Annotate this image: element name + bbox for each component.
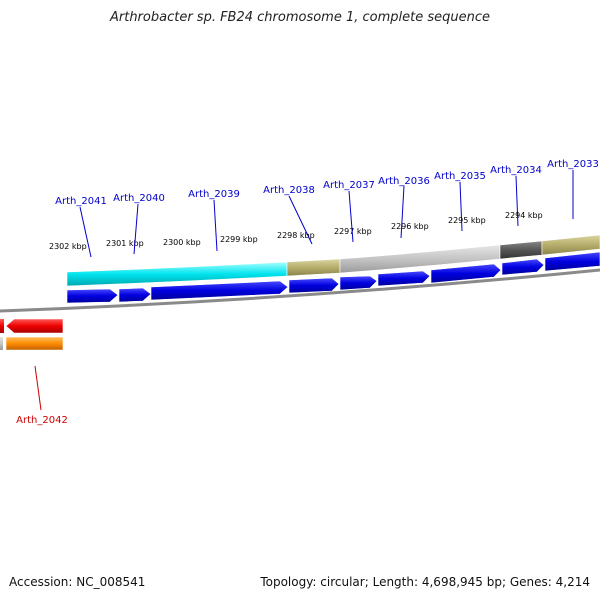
gene-partial-left[interactable] — [0, 319, 4, 333]
scale-label: 2300 kbp — [163, 238, 201, 247]
forward-gene-labels: Arth_2041 Arth_2040 Arth_2039 Arth_2038 … — [55, 159, 599, 207]
cog-segment-olive-2 — [541, 234, 600, 256]
gene-arth-2039[interactable] — [150, 280, 289, 301]
scale-label: 2297 kbp — [334, 227, 372, 236]
gene-arth-2040[interactable] — [118, 287, 152, 303]
cog-segment-olive — [286, 258, 341, 277]
gene-label-arth-2040[interactable]: Arth_2040 — [113, 193, 165, 204]
gene-label-arth-2034[interactable]: Arth_2034 — [490, 165, 542, 176]
scale-label: 2302 kbp — [49, 242, 87, 251]
gene-label-arth-2039[interactable]: Arth_2039 — [188, 189, 240, 200]
scale-label: 2301 kbp — [106, 239, 144, 248]
gene-arth-2035[interactable] — [430, 263, 502, 284]
gene-label-leader-reverse — [34, 365, 42, 411]
gene-arth-2036[interactable] — [377, 270, 431, 287]
gene-arth-2037[interactable] — [339, 275, 378, 291]
cog-segment-dark — [499, 240, 543, 260]
cog-reverse-gray-partial — [0, 337, 3, 350]
cog-reverse-orange — [5, 336, 64, 351]
gene-label-arth-2033[interactable]: Arth_2033 — [547, 159, 599, 170]
accession-info: Accession: NC_008541 — [9, 575, 145, 589]
scale-label: 2296 kbp — [391, 222, 429, 231]
scale-labels: 2302 kbp 2301 kbp 2300 kbp 2299 kbp 2298… — [49, 211, 543, 251]
topology-label: Topology: — [260, 575, 317, 589]
gene-label-arth-2041[interactable]: Arth_2041 — [55, 196, 107, 207]
map-title: Arthrobacter sp. FB24 chromosome 1, comp… — [109, 10, 491, 25]
forward-genes — [66, 251, 600, 304]
gene-arth-2041[interactable] — [66, 288, 119, 304]
gene-label-arth-2042[interactable]: Arth_2042 — [16, 415, 68, 426]
scale-label: 2295 kbp — [448, 216, 486, 225]
genome-stats: Topology: circular; Length: 4,698,945 bp… — [260, 575, 590, 589]
scale-label: 2294 kbp — [505, 211, 543, 220]
gene-arth-2038[interactable] — [288, 277, 340, 294]
gene-arth-2042[interactable] — [5, 318, 64, 334]
gene-arth-2034[interactable] — [501, 258, 545, 276]
gene-arth-2033[interactable] — [544, 251, 600, 272]
accession-value: NC_008541 — [76, 575, 146, 589]
length-label: Length: — [372, 575, 419, 589]
genes-label: Genes: — [509, 575, 552, 589]
cog-forward-ring — [66, 234, 600, 287]
genes-value: 4,214 — [555, 575, 590, 589]
gene-label-arth-2038[interactable]: Arth_2038 — [263, 185, 315, 196]
gene-label-arth-2036[interactable]: Arth_2036 — [378, 176, 430, 187]
gene-label-arth-2035[interactable]: Arth_2035 — [434, 171, 486, 182]
reverse-genes — [0, 318, 64, 351]
gene-label-leaders — [79, 170, 574, 258]
scale-label: 2298 kbp — [277, 231, 315, 240]
chromosome-backbone — [0, 268, 600, 313]
length-value: 4,698,945 bp — [421, 575, 502, 589]
gene-label-arth-2037[interactable]: Arth_2037 — [323, 180, 375, 191]
accession-label: Accession: — [9, 575, 73, 589]
scale-label: 2299 kbp — [220, 235, 258, 244]
topology-value: circular — [320, 575, 365, 589]
